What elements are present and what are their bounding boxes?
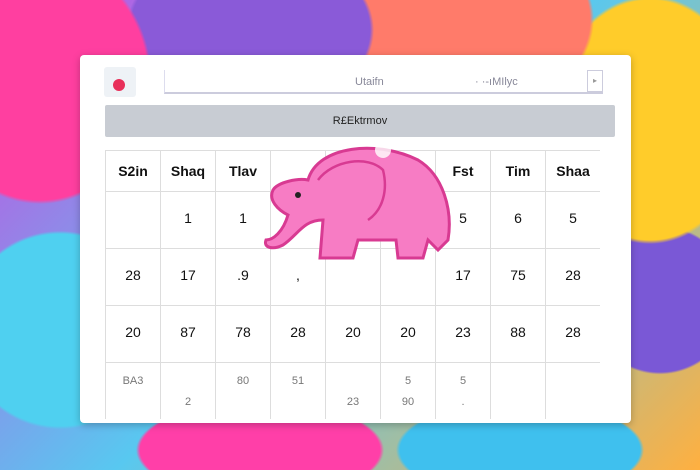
- day-number: 17: [180, 267, 196, 283]
- day-number: 1: [184, 210, 192, 226]
- day-cell[interactable]: 75: [490, 248, 545, 305]
- weekday-label: Shaq: [170, 163, 206, 179]
- day-cell[interactable]: [545, 362, 600, 419]
- day-number: ,: [296, 267, 300, 283]
- weekday-header: [270, 150, 325, 191]
- day-number: 20: [400, 324, 416, 340]
- day-number: 1: [239, 210, 247, 226]
- weekday-label: Fst: [452, 163, 474, 179]
- address-bar[interactable]: Utaifn · ·-ıMIlyc: [164, 70, 603, 94]
- weekday-header: Shaq: [160, 150, 215, 191]
- day-number: 28: [565, 267, 581, 283]
- day-cell[interactable]: 28: [545, 305, 600, 362]
- day-number: 28: [565, 324, 581, 340]
- weekday-label: Tim: [505, 163, 531, 179]
- day-note: 23: [346, 396, 360, 408]
- day-number: 5: [404, 375, 412, 387]
- day-number: 80: [236, 375, 250, 387]
- day-cell[interactable]: 88: [490, 305, 545, 362]
- weekday-header: S2in: [105, 150, 160, 191]
- day-cell[interactable]: .9: [215, 248, 270, 305]
- weekday-header: Fst: [435, 150, 490, 191]
- address-text-right: · ·-ıMIlyc: [475, 76, 518, 88]
- day-number: 28: [125, 267, 141, 283]
- day-cell[interactable]: 5.: [435, 362, 490, 419]
- weekday-label: S2in: [118, 163, 148, 179]
- day-cell[interactable]: 80: [215, 362, 270, 419]
- day-number: 78: [235, 324, 251, 340]
- day-cell[interactable]: 28: [105, 248, 160, 305]
- day-cell[interactable]: 87: [160, 305, 215, 362]
- day-number: .9: [237, 267, 249, 283]
- day-cell[interactable]: 51: [270, 362, 325, 419]
- chevron-down-icon[interactable]: ▸: [587, 70, 603, 92]
- day-number: 20: [125, 324, 141, 340]
- day-number: 5: [569, 210, 577, 226]
- day-number: 23: [455, 324, 471, 340]
- day-note: .: [461, 396, 465, 408]
- day-cell[interactable]: 1: [215, 191, 270, 248]
- day-number: BA3: [122, 375, 144, 387]
- day-number: 88: [510, 324, 526, 340]
- day-cell[interactable]: 78: [215, 305, 270, 362]
- day-cell[interactable]: 1: [160, 191, 215, 248]
- app-icon[interactable]: [104, 67, 136, 97]
- day-cell[interactable]: 20: [380, 305, 435, 362]
- day-cell[interactable]: 2: [160, 362, 215, 419]
- day-cell[interactable]: 20: [105, 305, 160, 362]
- day-cell[interactable]: [490, 362, 545, 419]
- day-note: 2: [184, 396, 192, 408]
- calendar-window: Utaifn · ·-ıMIlyc ▸ R£Ektrmov S2in Shaq Tl…: [80, 55, 631, 423]
- day-cell[interactable]: 5: [545, 191, 600, 248]
- day-cell[interactable]: ,: [270, 248, 325, 305]
- day-number: 87: [180, 324, 196, 340]
- day-number: 6: [514, 210, 522, 226]
- day-cell[interactable]: 23: [325, 362, 380, 419]
- day-cell[interactable]: 23: [435, 305, 490, 362]
- month-banner: R£Ektrmov: [105, 105, 615, 137]
- weekday-label: Shaa: [556, 163, 590, 179]
- day-cell[interactable]: 5 90: [380, 362, 435, 419]
- day-number: 17: [455, 267, 471, 283]
- day-cell[interactable]: BA3: [105, 362, 160, 419]
- day-cell[interactable]: 28: [270, 305, 325, 362]
- weekday-label: Tlav: [228, 163, 257, 179]
- weekday-header: Tlav: [215, 150, 270, 191]
- day-cell[interactable]: 20: [325, 305, 380, 362]
- day-number: 5: [459, 375, 467, 387]
- weekday-header: Shaa: [545, 150, 600, 191]
- day-number: 75: [510, 267, 526, 283]
- elephant-illustration: [263, 142, 451, 260]
- address-text-left: Utaifn: [355, 76, 384, 88]
- day-cell[interactable]: 28: [545, 248, 600, 305]
- day-cell[interactable]: 17: [160, 248, 215, 305]
- day-number: 5: [459, 210, 467, 226]
- day-note: 90: [401, 396, 415, 408]
- day-cell[interactable]: 17: [435, 248, 490, 305]
- day-cell[interactable]: 6: [490, 191, 545, 248]
- day-number: 20: [345, 324, 361, 340]
- day-number: 28: [290, 324, 306, 340]
- weekday-header: Tim: [490, 150, 545, 191]
- day-number: 51: [291, 375, 305, 387]
- day-cell[interactable]: [105, 191, 160, 248]
